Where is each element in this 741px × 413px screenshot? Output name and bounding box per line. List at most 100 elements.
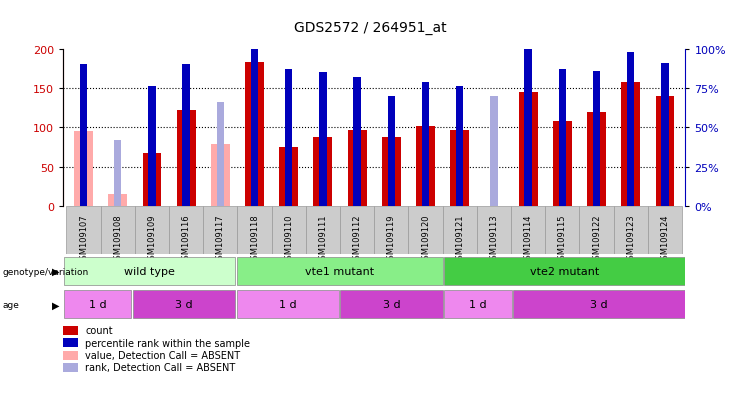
Text: GSM109116: GSM109116: [182, 214, 190, 264]
Text: 3 d: 3 d: [590, 299, 608, 310]
Text: 1 d: 1 d: [279, 299, 296, 310]
Bar: [444, 291, 512, 318]
Bar: [63, 351, 78, 360]
Bar: [519, 93, 537, 206]
Text: GSM109119: GSM109119: [387, 214, 396, 264]
Bar: [627, 53, 634, 206]
Bar: [476, 206, 511, 254]
Bar: [101, 206, 135, 254]
Text: wild type: wild type: [124, 266, 175, 277]
Bar: [169, 206, 203, 254]
Bar: [553, 122, 572, 206]
Text: GSM109107: GSM109107: [79, 214, 88, 264]
Text: GSM109115: GSM109115: [558, 214, 567, 264]
Bar: [237, 206, 272, 254]
Bar: [245, 63, 264, 206]
Bar: [250, 48, 259, 206]
Bar: [313, 138, 332, 206]
Text: GSM109110: GSM109110: [285, 214, 293, 264]
Bar: [236, 258, 442, 285]
Bar: [216, 103, 224, 206]
Bar: [142, 154, 162, 206]
Text: GSM109113: GSM109113: [489, 214, 499, 264]
Bar: [279, 148, 298, 206]
Bar: [490, 97, 498, 206]
Text: GSM109114: GSM109114: [524, 214, 533, 264]
Text: GSM109117: GSM109117: [216, 214, 225, 264]
Bar: [514, 291, 685, 318]
Bar: [656, 97, 674, 206]
Text: GSM109109: GSM109109: [147, 214, 156, 264]
Bar: [63, 338, 78, 347]
Text: genotype/variation: genotype/variation: [2, 267, 88, 276]
Bar: [348, 131, 367, 206]
Bar: [64, 258, 235, 285]
Bar: [661, 64, 668, 206]
Bar: [442, 206, 476, 254]
Text: 1 d: 1 d: [469, 299, 487, 310]
Bar: [545, 206, 579, 254]
Bar: [456, 87, 463, 206]
Bar: [63, 363, 78, 372]
Bar: [319, 73, 327, 206]
Text: GSM109108: GSM109108: [113, 214, 122, 264]
Bar: [340, 206, 374, 254]
Text: 3 d: 3 d: [382, 299, 400, 310]
Text: 1 d: 1 d: [89, 299, 107, 310]
Bar: [236, 291, 339, 318]
Bar: [272, 206, 306, 254]
Text: age: age: [2, 300, 19, 309]
Bar: [74, 132, 93, 206]
Text: GSM109122: GSM109122: [592, 214, 601, 264]
Text: ▶: ▶: [52, 266, 59, 277]
Text: GDS2572 / 264951_at: GDS2572 / 264951_at: [294, 21, 447, 35]
Bar: [340, 291, 442, 318]
Bar: [382, 138, 401, 206]
Bar: [579, 206, 614, 254]
Text: count: count: [85, 325, 113, 335]
Bar: [135, 206, 169, 254]
Bar: [108, 195, 127, 206]
Text: GSM109111: GSM109111: [319, 214, 328, 264]
Bar: [451, 131, 469, 206]
Bar: [203, 206, 237, 254]
Bar: [593, 71, 600, 206]
Bar: [67, 206, 101, 254]
Text: GSM109124: GSM109124: [660, 214, 669, 264]
Bar: [64, 291, 131, 318]
Bar: [353, 78, 361, 206]
Text: vte2 mutant: vte2 mutant: [530, 266, 599, 277]
Bar: [444, 258, 685, 285]
Bar: [182, 65, 190, 206]
Text: 3 d: 3 d: [175, 299, 193, 310]
Text: GSM109112: GSM109112: [353, 214, 362, 264]
Bar: [114, 140, 122, 206]
Text: GSM109121: GSM109121: [455, 214, 464, 264]
Bar: [374, 206, 408, 254]
Bar: [388, 97, 395, 206]
Text: GSM109123: GSM109123: [626, 214, 635, 264]
Text: GSM109118: GSM109118: [250, 214, 259, 264]
Text: ▶: ▶: [52, 299, 59, 310]
Bar: [63, 326, 78, 335]
Bar: [408, 206, 442, 254]
Bar: [416, 126, 435, 206]
Bar: [148, 87, 156, 206]
Bar: [306, 206, 340, 254]
Bar: [211, 145, 230, 206]
Bar: [559, 70, 566, 206]
Bar: [80, 65, 87, 206]
Bar: [133, 291, 235, 318]
Bar: [525, 48, 532, 206]
Text: GSM109120: GSM109120: [421, 214, 430, 264]
Bar: [587, 112, 606, 206]
Text: vte1 mutant: vte1 mutant: [305, 266, 374, 277]
Text: value, Detection Call = ABSENT: value, Detection Call = ABSENT: [85, 350, 240, 360]
Text: rank, Detection Call = ABSENT: rank, Detection Call = ABSENT: [85, 363, 236, 373]
Bar: [176, 111, 196, 206]
Bar: [511, 206, 545, 254]
Text: percentile rank within the sample: percentile rank within the sample: [85, 338, 250, 348]
Bar: [422, 83, 429, 206]
Bar: [648, 206, 682, 254]
Bar: [614, 206, 648, 254]
